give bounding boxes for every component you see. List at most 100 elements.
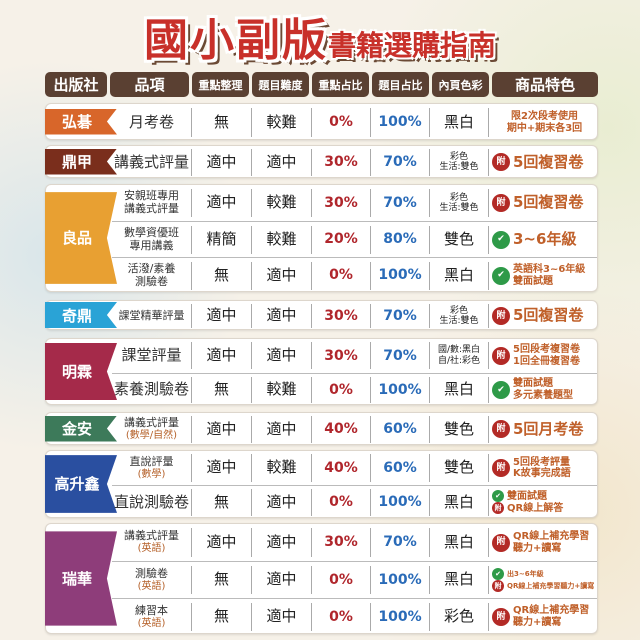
page-color-line: 雙色	[443, 419, 474, 438]
page-color-cell: 黑白	[429, 489, 488, 516]
summary-cell: 無	[191, 261, 251, 290]
feature-line: 附 QR線上補充學習聽力+讀寫	[492, 579, 594, 592]
q-pct-cell: 80%	[370, 225, 429, 254]
publisher-tag: 奇鼎	[45, 302, 117, 328]
key-pct-cell: 40%	[311, 454, 370, 482]
difficulty-cell: 適中	[251, 149, 311, 176]
features-cell: 附 5回段考複習卷 1回全冊複習卷	[488, 342, 597, 370]
table-row: 練習本 (英語) 無適中 0% 100% 彩色附 QR線上補充學習 聽力+讀寫	[112, 598, 597, 635]
page-color-line: 雙色	[443, 229, 474, 248]
table-row: 月考卷無較難 0% 100% 黑白 限2次段考使用 期中+期末各3回	[112, 104, 597, 141]
item-line: 專用講義	[129, 238, 174, 252]
q-pct-cell: 60%	[370, 454, 429, 482]
summary-cell: 無	[191, 107, 251, 138]
item-line: 素養測驗卷	[113, 380, 189, 399]
publisher-tag: 鼎甲	[45, 148, 117, 175]
features-cell: ✔ 雙面試題附 QR線上解答	[488, 489, 597, 516]
item-line: 講義式評量	[124, 201, 179, 215]
publisher-group: 良品 安親班專用 講義式評量 適中 較難 30% 70% 彩色 生活:雙色附 5回複習卷 數學資優班…	[45, 184, 598, 292]
difficulty-cell: 適中	[251, 602, 311, 632]
table-row: 課堂精華評量 適中 適中 30% 70% 彩色 生活:雙色附 5回複習卷	[112, 301, 597, 331]
page-color-cell: 國/數:黑白 自/社:彩色	[429, 342, 488, 370]
item-line: (英語)	[137, 617, 166, 629]
page-color-line: 黑白	[443, 492, 474, 511]
key-pct-cell: 0%	[311, 261, 370, 290]
publisher-tag: 明霖	[45, 343, 117, 400]
key-pct-cell: 30%	[311, 149, 370, 176]
summary-cell: 適中	[191, 454, 251, 482]
check-icon: ✔	[492, 490, 504, 503]
q-pct-cell: 100%	[370, 261, 429, 290]
feature-line: 附 QR線上解答	[492, 502, 563, 515]
features-cell: ✔ 3~6年級	[488, 225, 597, 254]
difficulty-cell: 較難	[251, 107, 311, 138]
page-color-cell: 黑白	[429, 376, 488, 403]
publisher-tag: 金安	[45, 415, 117, 442]
difficulty-cell: 適中	[251, 261, 311, 290]
summary-cell: 適中	[191, 304, 251, 328]
fu-badge: 附	[492, 420, 510, 439]
item-line: 直說測驗卷	[113, 492, 189, 511]
difficulty-cell: 適中	[251, 527, 311, 558]
item-name: 講義式評量	[112, 149, 191, 175]
difficulty-cell: 適中	[251, 489, 311, 516]
difficulty-cell: 較難	[251, 225, 311, 254]
table-row: 活潑/素養 測驗卷無適中 0% 100% 黑白 ✔ 英語科3~6年級 雙面試題	[112, 257, 597, 293]
item-line: 講義式評量	[113, 152, 189, 171]
key-pct-cell: 30%	[311, 342, 370, 370]
feature-list: ✔ 雙面試題附 QR線上解答	[492, 490, 563, 515]
page-title: 國小副版書籍選購指南	[0, 4, 640, 66]
features-cell: 附 5回月考卷	[488, 416, 597, 443]
item-name: 講義式評量 (英語)	[112, 528, 191, 558]
item-line: (數學/自然)	[125, 430, 178, 442]
feature-text: QR線上補充學習聽力+讀寫	[513, 531, 589, 554]
feature-line: 5回複習卷	[513, 193, 584, 212]
feature-line: 5回複習卷	[513, 306, 584, 325]
feature-list: ✔ 出3~6年級附 QR線上補充學習聽力+讀寫	[492, 567, 594, 592]
publisher-group: 弘碁 月考卷無較難 0% 100% 黑白 限2次段考使用 期中+期末各3回	[45, 103, 598, 140]
feature-text: 5回複習卷	[513, 153, 583, 171]
key-pct-cell: 0%	[311, 376, 370, 403]
q-pct-cell: 100%	[370, 376, 429, 403]
header-features: 商品特色	[492, 72, 598, 97]
features-cell: 限2次段考使用 期中+期末各3回	[488, 107, 597, 138]
item-line: 直說評量	[129, 454, 174, 468]
item-name: 課堂評量	[112, 342, 191, 369]
item-line: 測驗卷	[135, 274, 168, 288]
summary-cell: 無	[191, 376, 251, 403]
item-name: 活潑/素養 測驗卷	[112, 262, 191, 290]
feature-text: QR線上補充學習聽力+讀寫	[513, 605, 589, 628]
feature-line: 3~6年級	[513, 229, 577, 248]
feature-line: 雙面試題	[513, 378, 553, 390]
item-line: (英語)	[137, 580, 166, 592]
fu-badge: 附	[492, 459, 510, 477]
publisher-group: 瑞華 講義式評量 (英語) 適中 適中 30% 70% 黑白附 QR線上補充學習 聽力+讀寫 測驗卷…	[45, 523, 598, 634]
table-row: 直說測驗卷無適中 0% 100% 黑白 ✔ 雙面試題附 QR線上解答	[112, 485, 597, 519]
feature-line: ✔ 雙面試題	[492, 490, 563, 503]
fu-badge: 附	[492, 307, 510, 325]
item-name: 課堂精華評量	[112, 304, 191, 328]
key-pct-cell: 0%	[311, 107, 370, 138]
check-icon: ✔	[492, 230, 510, 249]
feature-line: 聽力+讀寫	[513, 542, 562, 554]
feature-line: ✔ 出3~6年級	[492, 567, 594, 580]
feature-text: 雙面試題	[507, 490, 547, 502]
page-color-line: 生活:雙色	[439, 316, 479, 326]
summary-cell: 無	[191, 602, 251, 632]
header-item: 品項	[110, 72, 189, 97]
fu-badge: 附	[492, 502, 504, 515]
check-icon: ✔	[492, 567, 504, 580]
features-cell: 附 5回複習卷	[488, 149, 597, 176]
summary-cell: 適中	[191, 149, 251, 176]
feature-line: 5回段考評量	[513, 456, 570, 468]
q-pct-cell: 70%	[370, 149, 429, 176]
q-pct-cell: 70%	[370, 527, 429, 558]
summary-cell: 無	[191, 565, 251, 595]
feature-line: 多元素養題型	[513, 389, 573, 401]
difficulty-cell: 適中	[251, 342, 311, 370]
feature-line: K故事完成語	[513, 468, 571, 479]
item-name: 測驗卷 (英語)	[112, 566, 191, 595]
feature-text: 5回複習卷	[513, 306, 584, 325]
page-color-line: 黑白	[443, 265, 474, 284]
page-color-line: 彩色	[449, 152, 468, 163]
